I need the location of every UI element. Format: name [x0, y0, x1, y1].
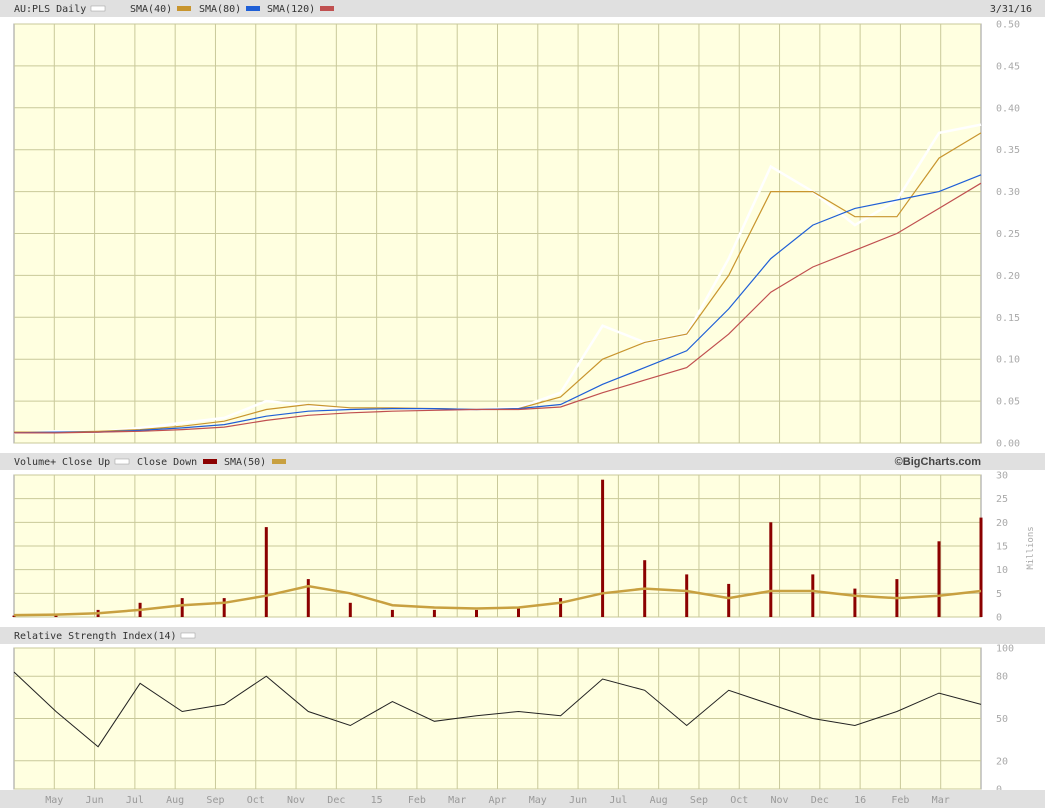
y-tick-label: 0 [996, 613, 1002, 624]
volume-bar [391, 610, 394, 617]
x-tick-label: Oct [247, 795, 265, 806]
x-tick-label: Nov [771, 795, 789, 806]
volume-bar [265, 527, 268, 617]
rsi-label: Relative Strength Index(14) [14, 631, 177, 642]
x-tick-label: Nov [287, 795, 305, 806]
y-tick-label: 0.50 [996, 20, 1020, 31]
volume-bar [475, 610, 478, 617]
y-tick-label: 10 [996, 565, 1008, 576]
x-tick-label: Aug [650, 795, 668, 806]
close-down-swatch [203, 459, 217, 464]
chart-date: 3/31/16 [990, 4, 1032, 15]
x-tick-label: Jun [569, 795, 587, 806]
x-tick-label: Sep [690, 795, 708, 806]
x-tick-label: Feb [891, 795, 909, 806]
volume-bar [769, 522, 772, 617]
x-tick-label: 15 [371, 795, 383, 806]
x-tick-label: Aug [166, 795, 184, 806]
sma3-swatch [320, 6, 334, 11]
sma1-swatch [177, 6, 191, 11]
x-tick-label: Dec [811, 795, 829, 806]
close-up-label: Close Up [62, 457, 110, 468]
volume-unit-label: Millions [1026, 526, 1036, 569]
rsi-y-axis: 0205080100 [996, 644, 1014, 796]
x-tick-label: Sep [206, 795, 224, 806]
volume-bar [601, 480, 604, 617]
x-tick-label: May [529, 795, 547, 806]
price-y-axis: 0.00 0.05 0.10 0.15 0.20 0.25 0.30 0.35 0.40 0.45… [996, 20, 1020, 450]
sma3-label: SMA(120) [267, 4, 315, 15]
close-down-label: Close Down [137, 457, 197, 468]
x-tick-label: Mar [448, 795, 466, 806]
close-up-swatch [115, 459, 129, 464]
y-tick-label: 0.35 [996, 145, 1020, 156]
y-tick-label: 15 [996, 542, 1008, 553]
volume-bar [223, 598, 226, 617]
volume-sma-swatch [272, 459, 286, 464]
volume-bar [811, 574, 814, 617]
price-swatch [91, 6, 105, 11]
y-tick-label: 0.15 [996, 313, 1020, 324]
y-tick-label: 80 [996, 672, 1008, 683]
sma2-label: SMA(80) [199, 4, 241, 15]
volume-bar [517, 608, 520, 618]
volume-bar [853, 589, 856, 617]
y-tick-label: 0.45 [996, 61, 1020, 72]
y-tick-label: 0.05 [996, 397, 1020, 408]
y-tick-label: 0.30 [996, 187, 1020, 198]
volume-bar [938, 541, 941, 617]
x-tick-label: May [45, 795, 63, 806]
x-tick-label: Oct [730, 795, 748, 806]
y-tick-label: 50 [996, 714, 1008, 725]
copyright-label: ©BigCharts.com [895, 456, 982, 468]
x-tick-label: 16 [854, 795, 866, 806]
y-tick-label: 25 [996, 494, 1008, 505]
volume-label: Volume+ [14, 457, 56, 468]
x-axis-bar [0, 790, 1045, 808]
y-tick-label: 0.40 [996, 103, 1020, 114]
volume-bar [559, 598, 562, 617]
x-tick-label: Mar [932, 795, 950, 806]
ticker-label: AU:PLS Daily [14, 4, 86, 15]
volume-bar [727, 584, 730, 617]
x-axis-labels: May Jun Jul Aug Sep Oct Nov Dec 15 Feb Mar Apr May Ju… [45, 795, 949, 806]
volume-bar [433, 610, 436, 617]
y-tick-label: 0.10 [996, 355, 1020, 366]
volume-y-axis: 0 5 10 15 20 25 30 [996, 471, 1008, 624]
y-tick-label: 5 [996, 589, 1002, 600]
y-tick-label: 20 [996, 756, 1008, 767]
x-tick-label: Jun [86, 795, 104, 806]
volume-sma-label: SMA(50) [224, 457, 266, 468]
volume-bar [181, 598, 184, 617]
volume-bar [980, 518, 983, 617]
volume-bar [307, 579, 310, 617]
y-tick-label: 0.00 [996, 439, 1020, 450]
x-tick-label: Feb [408, 795, 426, 806]
y-tick-label: 30 [996, 471, 1008, 482]
sma1-label: SMA(40) [130, 4, 172, 15]
x-tick-label: Jul [126, 795, 144, 806]
y-tick-label: 20 [996, 518, 1008, 529]
y-tick-label: 100 [996, 644, 1014, 655]
x-tick-label: Apr [488, 795, 506, 806]
x-tick-label: Jul [609, 795, 627, 806]
volume-bar [685, 574, 688, 617]
y-tick-label: 0.25 [996, 229, 1020, 240]
sma2-swatch [246, 6, 260, 11]
volume-bar [349, 603, 352, 617]
rsi-swatch [181, 633, 195, 638]
y-tick-label: 0.20 [996, 271, 1020, 282]
x-tick-label: Dec [327, 795, 345, 806]
